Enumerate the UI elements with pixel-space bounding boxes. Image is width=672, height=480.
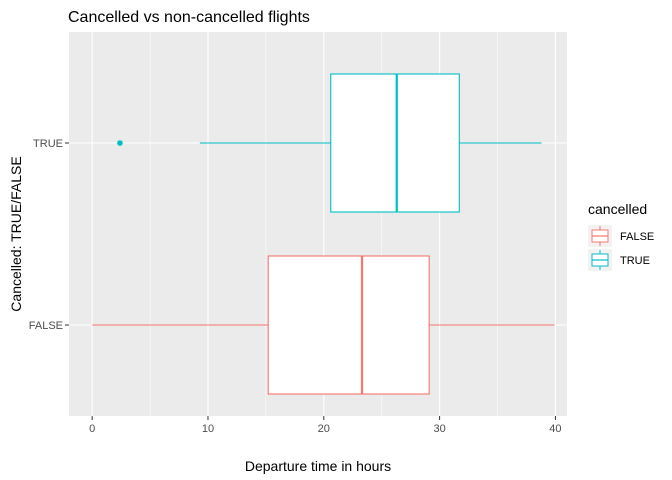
data-layer (92, 73, 555, 395)
x-tick-label: 0 (89, 423, 95, 435)
box (330, 73, 460, 213)
x-tick-label: 30 (433, 423, 445, 435)
y-axis-title: Cancelled: TRUE/FALSE (8, 156, 24, 311)
boxplot-false (92, 255, 555, 395)
box (267, 255, 430, 395)
chart-title: Cancelled vs non-cancelled flights (68, 9, 310, 26)
legend-label: TRUE (620, 255, 650, 267)
legend: cancelled FALSE TRUE (588, 201, 654, 271)
axes: 0 10 20 30 40 FALSE TRUE (29, 138, 562, 435)
x-tick-label: 40 (549, 423, 561, 435)
y-tick-label: FALSE (29, 320, 63, 332)
y-tick-label: TRUE (33, 138, 63, 150)
legend-label: FALSE (620, 231, 654, 243)
legend-title: cancelled (588, 201, 647, 217)
x-tick-label: 20 (318, 423, 330, 435)
x-axis-title: Departure time in hours (245, 458, 391, 474)
boxplot-true (117, 73, 542, 213)
legend-key-false (588, 225, 612, 247)
legend-key-true (588, 249, 612, 271)
outlier-point (117, 140, 123, 146)
x-tick-label: 10 (202, 423, 214, 435)
